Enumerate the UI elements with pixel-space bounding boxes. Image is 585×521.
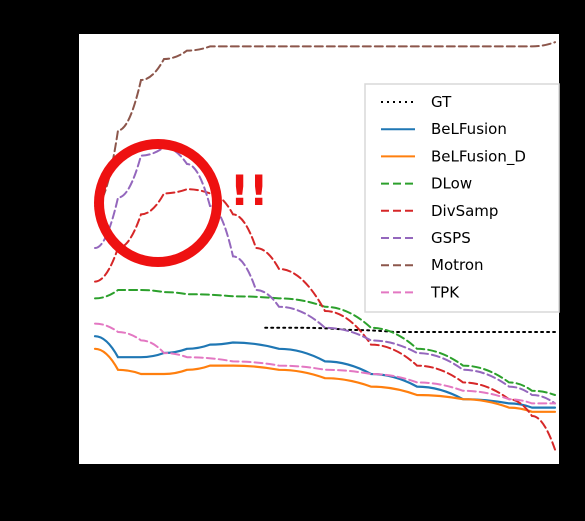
series-line-3: [94, 289, 556, 396]
legend-label-1: BeLFusion: [431, 120, 507, 138]
series-layer: [93, 41, 557, 451]
legend-label-2: BeLFusion_D: [431, 147, 526, 166]
legend-label-5: GSPS: [431, 229, 471, 247]
legend-label-3: DLow: [431, 175, 472, 193]
series-line-2: [93, 347, 557, 413]
legend-label-0: GT: [431, 93, 452, 111]
annotation-mark: !!: [94, 139, 268, 267]
legend-frame: [364, 83, 560, 313]
series-line-4: [94, 188, 556, 451]
legend-label-4: DivSamp: [431, 202, 498, 220]
series-line-6: [94, 41, 556, 207]
annotation-circle: [94, 139, 222, 267]
series-line-0: [264, 326, 556, 333]
annotation-text: !!: [230, 166, 268, 215]
series-line-5: [94, 146, 556, 405]
legend-label-6: Motron: [431, 256, 484, 274]
series-line-1: [93, 335, 557, 409]
legend-label-7: TPK: [430, 283, 460, 301]
series-line-7: [94, 322, 556, 405]
legend-items: GT BeLFusion BeLFusion_D DLow DivSamp GSPS Mot…: [381, 93, 526, 301]
legend: GT BeLFusion BeLFusion_D DLow DivSamp GSPS Mot…: [364, 83, 560, 313]
